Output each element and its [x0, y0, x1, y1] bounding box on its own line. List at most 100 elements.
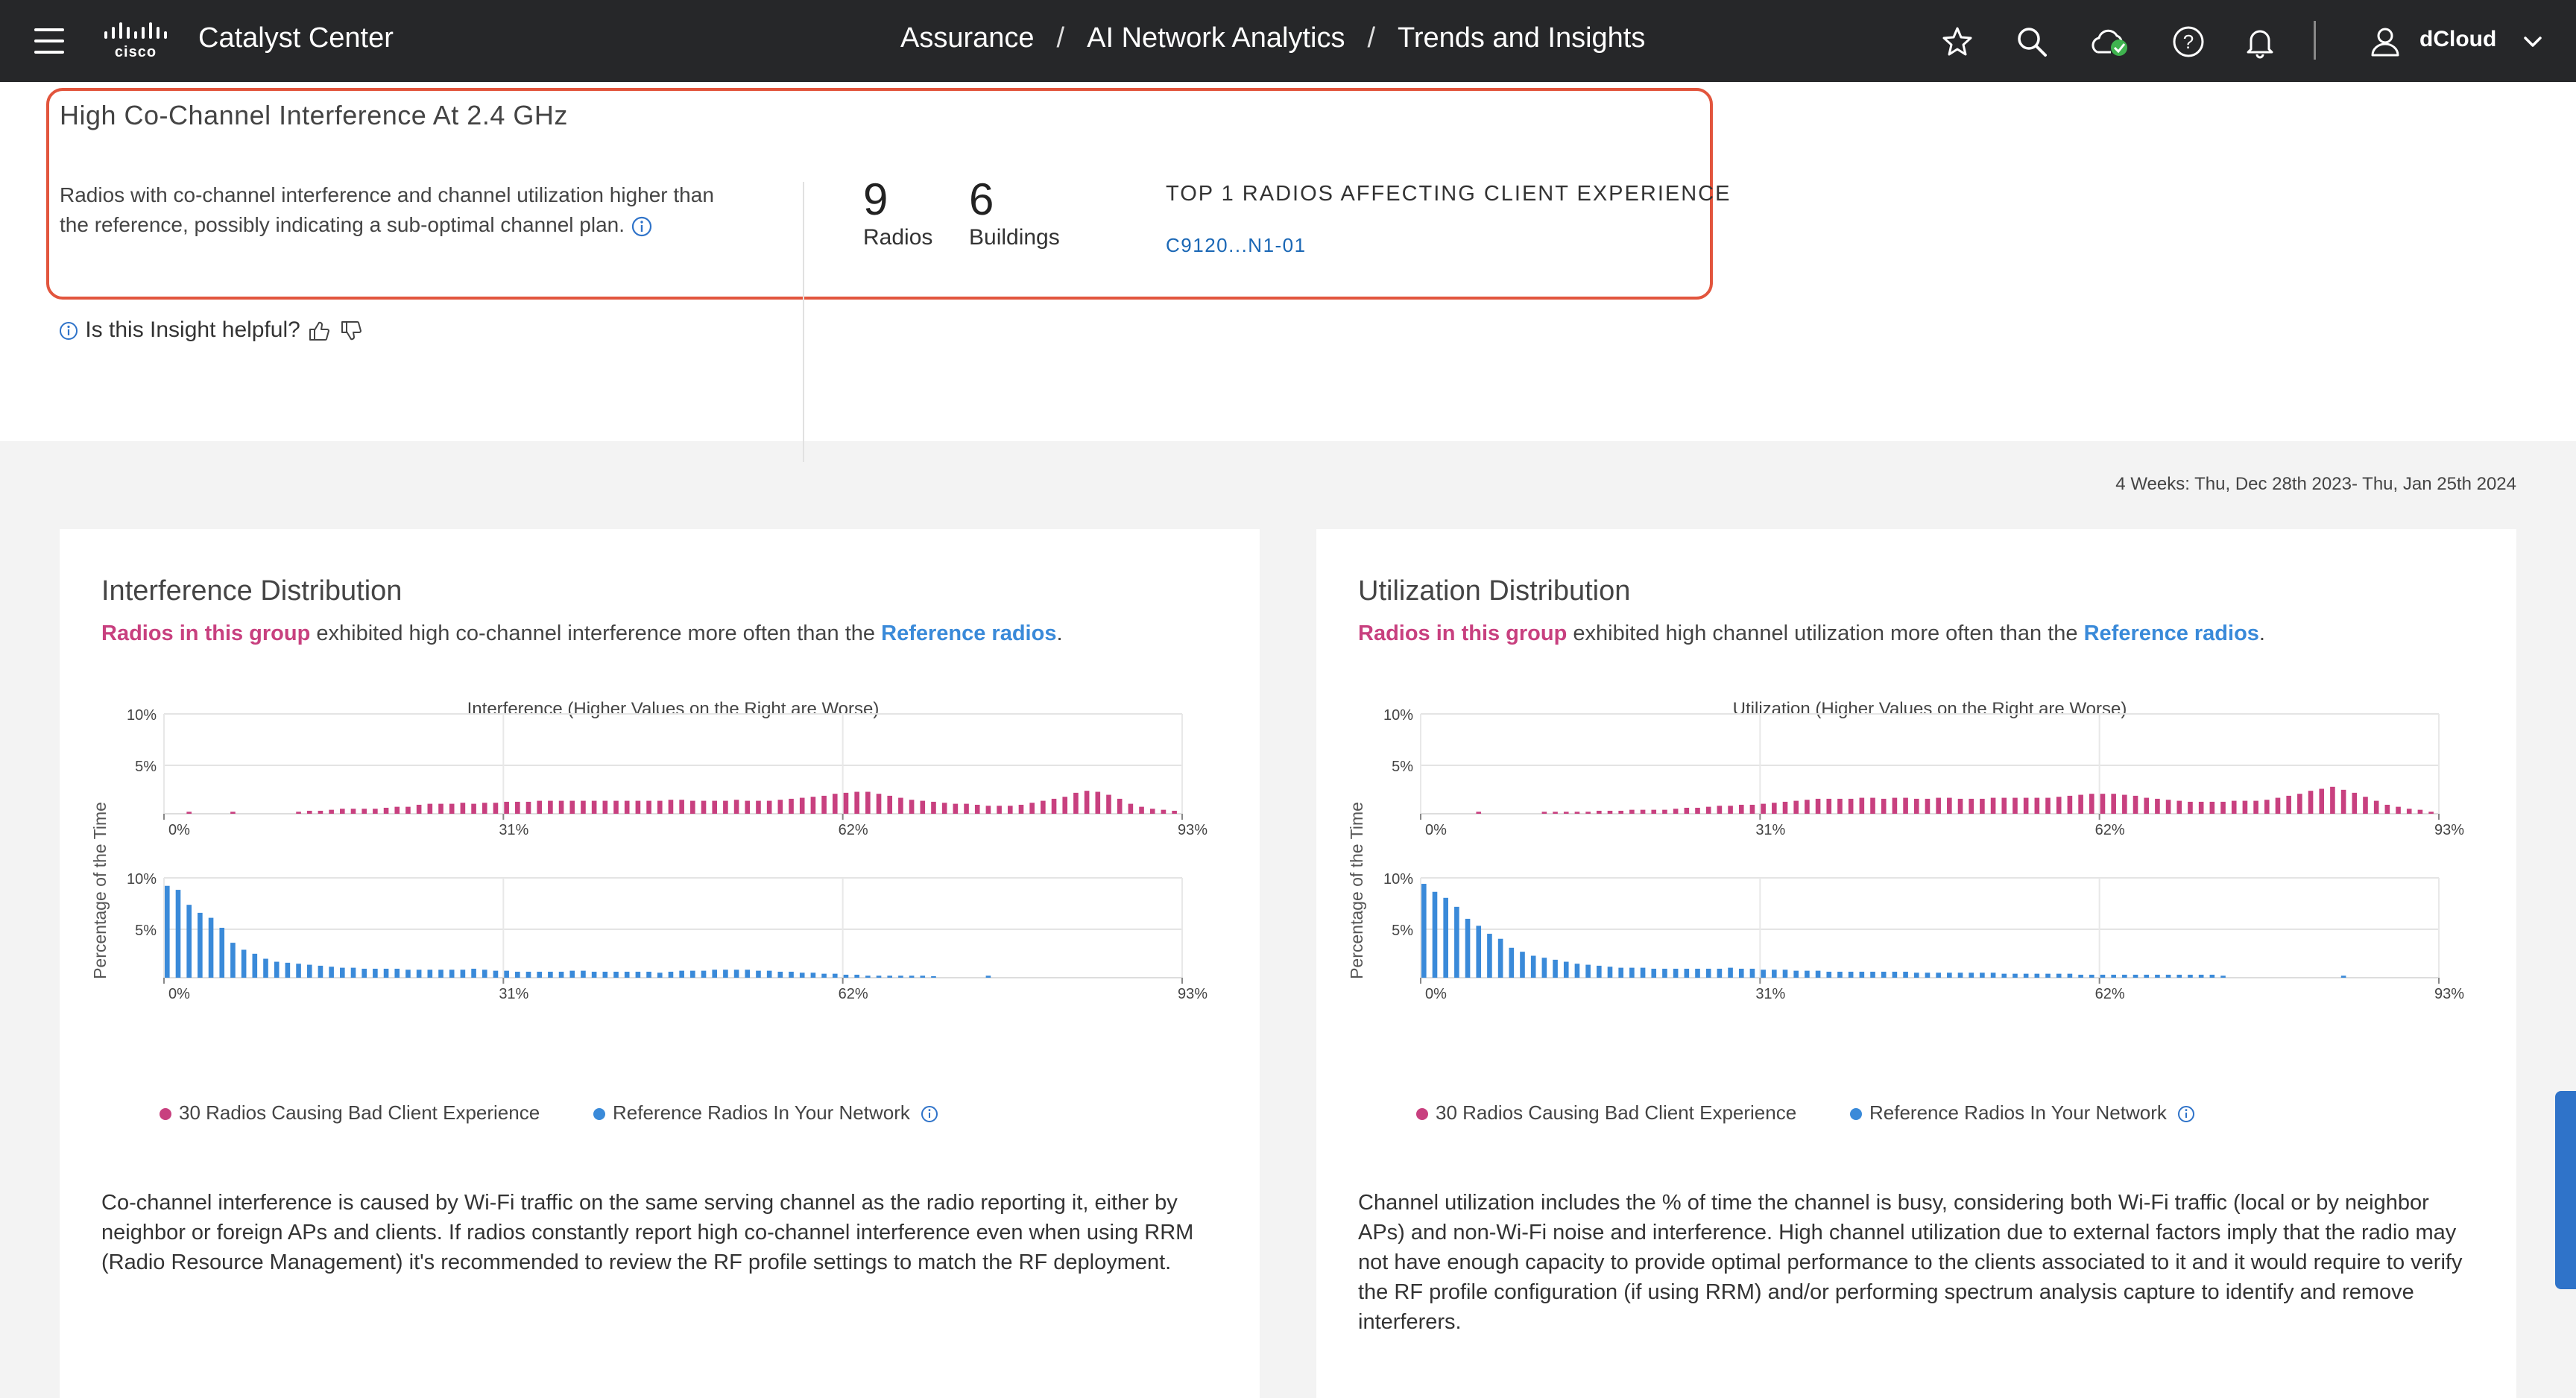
date-range: 4 Weeks: Thu, Dec 28th 2023- Thu, Jan 25… — [2115, 474, 2516, 494]
legend-reference[interactable]: Reference Radios In Your Network — [1850, 1101, 2196, 1125]
bar-reference — [1761, 970, 1766, 978]
bar-reference — [876, 975, 882, 978]
chevron-down-icon[interactable] — [2518, 27, 2548, 57]
bar-group — [2144, 797, 2150, 814]
x-tick-label: 0% — [168, 822, 190, 838]
bar-group — [898, 797, 903, 814]
bar-reference — [2100, 974, 2106, 978]
bar-group — [2122, 794, 2127, 814]
x-tick-label: 0% — [1425, 986, 1447, 1002]
bar-reference — [2155, 974, 2160, 978]
bar-group — [1640, 809, 1646, 814]
bar-reference — [624, 971, 630, 978]
section-divider — [803, 182, 804, 462]
help-icon[interactable]: ? — [2169, 22, 2208, 61]
bar-reference — [909, 975, 915, 978]
y-axis-label: Percentage of the Time — [90, 802, 110, 979]
bar-group — [701, 800, 707, 814]
breadcrumb-ai-network-analytics[interactable]: AI Network Analytics — [1087, 22, 1345, 54]
bar-group — [493, 803, 499, 814]
bar-group — [646, 800, 651, 814]
bar-group — [843, 792, 849, 814]
bar-group — [482, 803, 487, 814]
bar-group — [537, 800, 543, 814]
breadcrumb-assurance[interactable]: Assurance — [900, 22, 1035, 54]
bar-reference — [1618, 967, 1623, 978]
stat-buildings: 6 Buildings — [969, 174, 1060, 250]
bar-reference — [2111, 974, 2116, 978]
bar-group — [1149, 809, 1155, 814]
info-icon[interactable] — [920, 1104, 939, 1124]
bar-reference — [1969, 972, 1974, 978]
bar-reference — [2067, 973, 2073, 978]
info-icon[interactable] — [631, 215, 653, 238]
bar-reference — [723, 970, 728, 978]
bar-reference — [1574, 964, 1580, 978]
bar-group — [558, 800, 564, 814]
legend-dot — [1850, 1108, 1862, 1121]
reference-radios-link[interactable]: Reference radios — [2083, 621, 2259, 645]
cloud-status-icon[interactable] — [2087, 22, 2132, 61]
bar-reference — [1957, 972, 1963, 978]
bar-group — [613, 800, 619, 814]
user-icon[interactable] — [2366, 22, 2405, 61]
top-radio-link[interactable]: C9120...N1-01 — [1166, 234, 1307, 256]
bar-reference — [2176, 974, 2182, 978]
bar-group — [1029, 803, 1035, 814]
bar-reference — [2056, 973, 2062, 978]
search-icon[interactable] — [2012, 22, 2051, 61]
bar-reference — [1728, 967, 1733, 978]
bar-group — [362, 809, 367, 814]
bar-group — [1848, 798, 1854, 814]
bar-reference — [613, 971, 619, 978]
bar-reference — [1717, 968, 1723, 978]
cisco-logo[interactable]: cisco — [103, 21, 168, 60]
bar-reference — [1651, 968, 1657, 978]
legend-group[interactable]: 30 Radios Causing Bad Client Experience — [1416, 1101, 1796, 1125]
bar-group — [1782, 801, 1788, 814]
bar-group — [1541, 812, 1547, 814]
bar-group — [756, 800, 761, 814]
bar-reference — [1684, 968, 1690, 978]
bar-group — [1553, 812, 1558, 814]
legend-dot — [593, 1108, 605, 1121]
bar-reference — [241, 949, 247, 978]
thumbs-down-icon[interactable] — [338, 318, 364, 344]
legend-group[interactable]: 30 Radios Causing Bad Client Experience — [160, 1101, 540, 1125]
thumbs-up-icon[interactable] — [306, 318, 332, 344]
bar-group — [985, 806, 991, 814]
panel-title: Utilization Distribution — [1358, 575, 1631, 607]
breadcrumb-trends-and-insights: Trends and Insights — [1398, 22, 1646, 54]
bar-group — [2330, 786, 2335, 814]
bar-reference — [1705, 968, 1711, 978]
bar-group — [427, 803, 433, 814]
bar-group — [1980, 798, 1985, 814]
user-menu-label[interactable]: dCloud — [2419, 27, 2497, 51]
bar-reference — [701, 970, 707, 978]
reference-radios-link[interactable]: Reference radios — [881, 621, 1057, 645]
bar-group — [1793, 800, 1799, 814]
bar-group — [887, 795, 893, 814]
bar-group — [668, 800, 674, 814]
bar-reference — [1837, 971, 1843, 978]
bar-group — [1629, 809, 1635, 814]
bar-reference — [230, 943, 236, 978]
bar-reference — [2012, 973, 2018, 978]
bar-group — [2253, 800, 2258, 814]
legend-reference[interactable]: Reference Radios In Your Network — [593, 1101, 939, 1125]
breadcrumb-separator: / — [1367, 22, 1376, 54]
bar-group — [504, 801, 509, 814]
bar-group — [1607, 810, 1613, 814]
subtitle-text: exhibited high channel utilization more … — [1567, 621, 2084, 645]
bar-group — [1139, 806, 1144, 814]
bell-icon[interactable] — [2241, 22, 2279, 61]
star-icon[interactable] — [1938, 22, 1977, 61]
bar-group — [2220, 801, 2226, 814]
bar-reference — [832, 973, 838, 978]
info-icon[interactable] — [2176, 1104, 2196, 1124]
bar-group — [777, 800, 783, 814]
menu-icon[interactable] — [34, 28, 64, 54]
bar-reference — [799, 972, 805, 978]
bar-reference — [1848, 971, 1854, 978]
scrollbar-thumb[interactable] — [2555, 1091, 2576, 1289]
